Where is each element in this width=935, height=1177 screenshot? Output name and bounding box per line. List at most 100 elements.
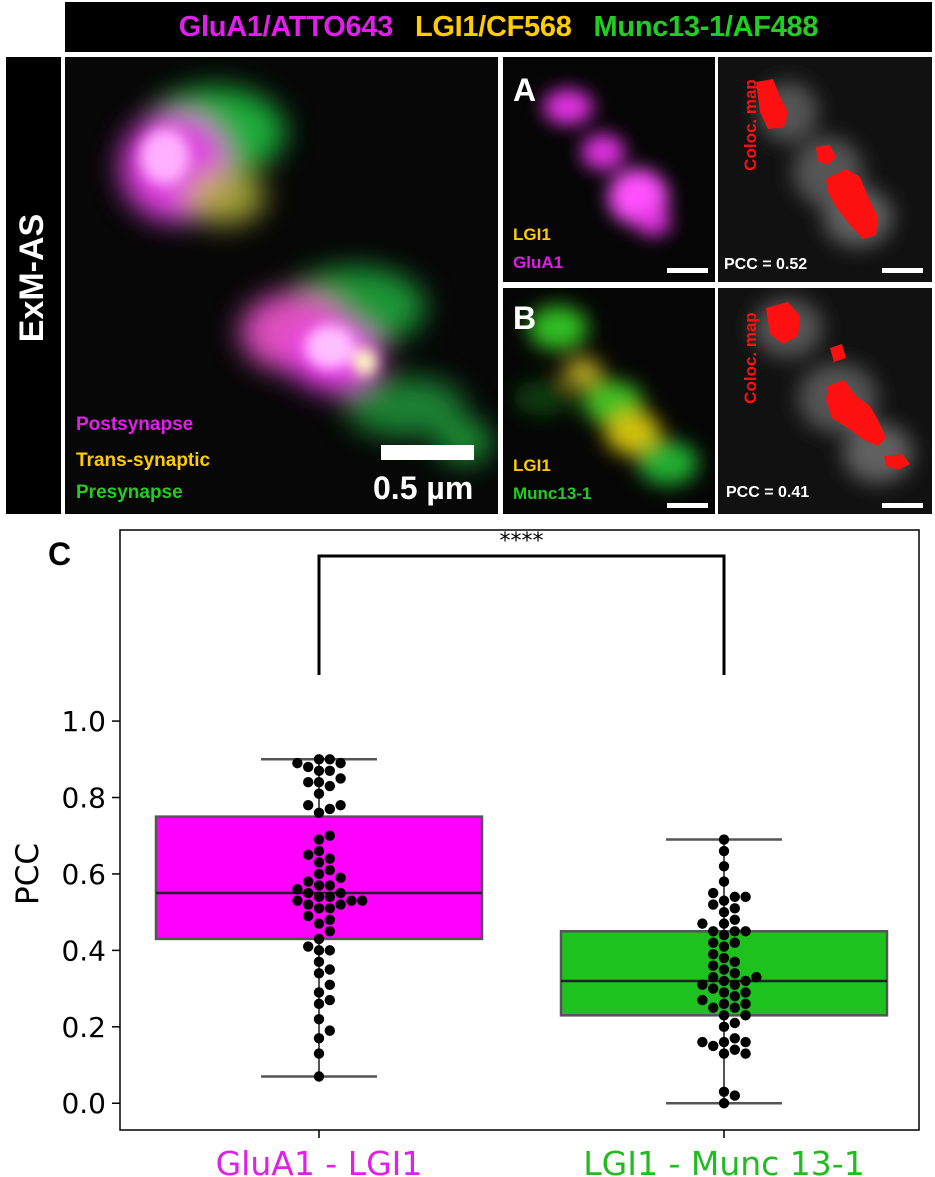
data-point [729,1090,740,1101]
data-point [718,941,730,952]
data-point [313,777,325,788]
panel-a-coloc-render [718,57,932,282]
data-point [729,903,740,914]
panel-a-pcc: PCC = 0.52 [724,256,808,273]
data-point [708,887,719,899]
data-point [697,918,708,929]
data-point [729,926,740,937]
plot-frame [119,529,920,1131]
y-tick-label: 0.4 [61,934,106,967]
data-point [324,903,335,914]
data-point [718,975,730,987]
panel-b-coloc-label: Coloc. map [741,312,760,404]
data-point [303,849,314,861]
data-point [718,964,730,975]
data-point [324,830,335,841]
data-point [708,899,719,910]
data-point [303,910,314,922]
data-point [313,1048,325,1059]
data-point [303,899,314,910]
data-point [303,777,314,788]
panel-a-channel-glua1: GluA1 [513,253,564,272]
data-point [335,757,346,769]
data-point [324,926,335,937]
data-point [324,864,335,876]
data-point [313,998,325,1010]
data-point [708,960,719,971]
data-point [313,754,325,765]
data-point [313,987,325,998]
data-point [718,895,730,906]
panel-b-letter: B [513,300,537,336]
data-point [292,895,303,906]
data-point [335,773,346,784]
data-point [718,861,730,872]
data-point [313,918,325,929]
data-point [718,929,730,941]
data-point [303,799,314,811]
data-point [313,845,325,857]
y-tick-label: 0.8 [61,782,106,815]
data-point [313,1071,325,1082]
panel-b-channel-lgi1: LGI1 [513,456,551,475]
data-point [708,1040,719,1052]
data-point [718,1098,730,1109]
y-axis-label: PCC [10,843,46,905]
data-point [303,761,314,773]
data-point [740,891,751,903]
data-point [357,895,368,906]
channel-legend-banner: GluA1/ATTO643 LGI1/CF568 Munc13-1/AF488 [65,2,932,52]
panel-b-channel-munc13: Munc13-1 [513,484,592,503]
data-point [718,1048,730,1059]
data-point [708,926,719,937]
data-point [740,1048,751,1059]
panel-b-merge-image: B LGI1 Munc13-1 [503,288,715,514]
data-point [324,979,335,990]
data-point [313,945,325,956]
panel-b-map-scale-bar [882,503,923,508]
data-point [313,891,325,903]
y-tick-label: 1.0 [61,705,106,738]
data-point [718,918,730,929]
data-point [292,757,303,769]
significance-label: **** [500,529,544,554]
data-point [729,1044,740,1055]
panel-a-map-scale-bar [882,268,923,273]
data-point [313,868,325,880]
data-point [335,887,346,899]
data-point [740,926,751,937]
data-point [335,899,346,910]
data-point [324,964,335,975]
x-tick-label: LGI1 - Munc 13-1 [583,1144,864,1177]
legend-postsynapse: Postsynapse [76,414,194,435]
data-point [324,880,335,891]
scale-bar-label: 0.5 µm [373,470,474,506]
panel-b-merge-render [503,288,715,514]
panel-a-coloc-label: Coloc. map [741,79,760,171]
data-point [708,1002,719,1013]
main-microscopy-image: Postsynapse Trans-synaptic Presynapse 0.… [65,57,498,514]
data-point [718,1021,730,1033]
data-point [718,1036,730,1048]
data-point [718,876,730,887]
significance-bracket [317,554,726,675]
data-point [697,1036,708,1048]
side-label-bar [6,57,61,514]
data-point [313,903,325,914]
data-point [740,975,751,987]
panel-c-boxplot: C 0.0 0.2 0.4 0.6 0.8 1.0 PCC GluA1 - LGI1 LGI1 … [0,520,935,1177]
data-point [324,780,335,792]
data-point [313,880,325,891]
data-point [729,991,740,1002]
data-point [303,941,314,952]
data-point [751,971,762,983]
banner-label-glua1: GluA1/ATTO643 [178,10,394,43]
x-tick-label: GluA1 - LGI1 [216,1144,423,1177]
data-point [708,983,719,994]
data-point [324,891,335,903]
panel-c-letter: C [48,536,72,572]
data-point [324,754,335,765]
data-point [729,1033,740,1044]
data-point [718,987,730,998]
data-point [729,1002,740,1013]
